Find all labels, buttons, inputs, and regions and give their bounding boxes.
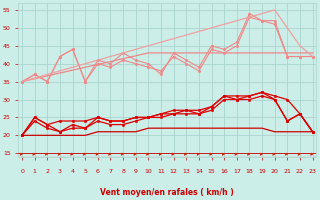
X-axis label: Vent moyen/en rafales ( km/h ): Vent moyen/en rafales ( km/h ) — [100, 188, 234, 197]
